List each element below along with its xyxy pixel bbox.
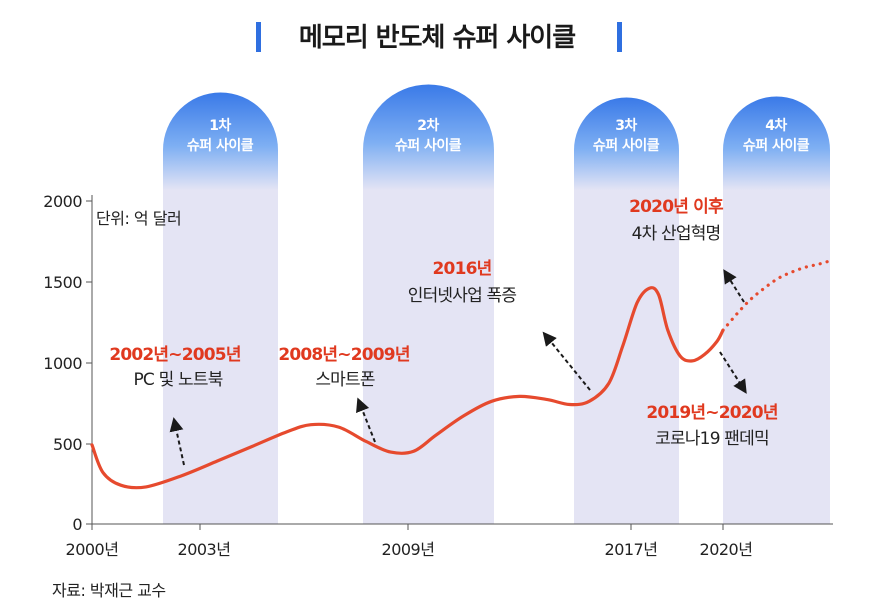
cycle-2-label-line1: 2차 — [417, 118, 439, 134]
unit-label: 단위: 억 달러 — [96, 209, 181, 228]
cycle-band-1-body — [163, 150, 278, 524]
annotation-2002-2005-period: 2002년~2005년 — [109, 345, 241, 365]
series-line-dotted — [721, 259, 832, 332]
x-tick-label-2003: 2003년 — [178, 540, 231, 559]
annotation-2016-cause: 인터넷사업 폭증 — [408, 286, 517, 306]
annotation-2019-2020-period: 2019년~2020년 — [646, 403, 778, 423]
annotation-arrows — [169, 269, 747, 466]
annotation-2020-after-period: 2020년 이후 — [629, 196, 724, 217]
annotation-2019-2020-cause: 코로나19 팬데믹 — [655, 429, 769, 449]
cycle-band-4: 4차 슈퍼 사이클 — [723, 96, 830, 524]
source-note: 자료: 박재근 교수 — [52, 581, 166, 600]
cycle-band-1-cap — [163, 92, 278, 190]
cycle-band-2-body — [363, 150, 494, 524]
annotation-2008-2009-period: 2008년~2009년 — [278, 345, 410, 365]
cycle-band-2-cap — [363, 84, 494, 190]
arrow-2016 — [542, 331, 591, 391]
y-tick-label-500: 500 — [53, 435, 82, 454]
x-axis-ticks: 2000년 2003년 2009년 2017년 2020년 — [66, 524, 753, 559]
y-tick-label-1000: 1000 — [43, 354, 82, 373]
y-tick-label-2000: 2000 — [43, 192, 82, 211]
title-bar-right — [617, 22, 622, 52]
cycle-band-1: 1차 슈퍼 사이클 — [163, 92, 278, 524]
annotation-2016-period: 2016년 — [433, 259, 492, 279]
y-tick-label-0: 0 — [72, 515, 82, 534]
cycle-1-label-line1: 1차 — [209, 118, 231, 134]
arrow-2019-2020 — [719, 351, 747, 394]
cycle-band-4-cap — [723, 96, 830, 190]
cycle-2-label-line2: 슈퍼 사이클 — [395, 137, 462, 154]
cycle-band-3-cap — [574, 97, 679, 190]
annotation-2016: 2016년 인터넷사업 폭증 — [408, 259, 517, 306]
cycle-4-label-line1: 4차 — [765, 118, 787, 134]
cycle-band-2: 2차 슈퍼 사이클 — [363, 84, 494, 524]
annotation-2020-after: 2020년 이후 4차 산업혁명 — [629, 196, 725, 244]
x-tick-label-2017: 2017년 — [605, 540, 658, 559]
x-tick-label-2000: 2000년 — [66, 540, 119, 559]
y-tick-label-1500: 1500 — [43, 273, 82, 292]
annotation-2008-2009-cause: 스마트폰 — [315, 370, 375, 390]
annotation-2002-2005-cause: PC 및 노트북 — [133, 370, 222, 390]
cycle-1-label-line2: 슈퍼 사이클 — [187, 137, 254, 154]
cycle-3-label-line1: 3차 — [615, 118, 637, 134]
annotation-2008-2009: 2008년~2009년 스마트폰 — [278, 345, 410, 390]
chart-title: 메모리 반도체 슈퍼 사이클 — [299, 23, 575, 53]
x-tick-label-2009: 2009년 — [382, 540, 435, 559]
annotation-2019-2020: 2019년~2020년 코로나19 팬데믹 — [646, 403, 778, 449]
annotation-2002-2005: 2002년~2005년 PC 및 노트북 — [109, 345, 241, 390]
annotation-2020-after-cause: 4차 산업혁명 — [632, 224, 721, 244]
arrow-2020-after — [723, 269, 745, 303]
cycle-3-label-line2: 슈퍼 사이클 — [593, 137, 660, 154]
cycle-band-4-body — [723, 150, 830, 524]
title-bar-left — [256, 22, 261, 52]
series-line-solid — [90, 286, 725, 490]
y-axis-ticks: 0 500 1000 1500 2000 — [43, 192, 92, 534]
cycle-4-label-line2: 슈퍼 사이클 — [743, 137, 810, 154]
x-tick-label-2020: 2020년 — [700, 540, 753, 559]
